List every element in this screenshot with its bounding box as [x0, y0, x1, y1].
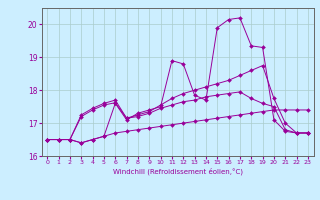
X-axis label: Windchill (Refroidissement éolien,°C): Windchill (Refroidissement éolien,°C) [113, 168, 243, 175]
